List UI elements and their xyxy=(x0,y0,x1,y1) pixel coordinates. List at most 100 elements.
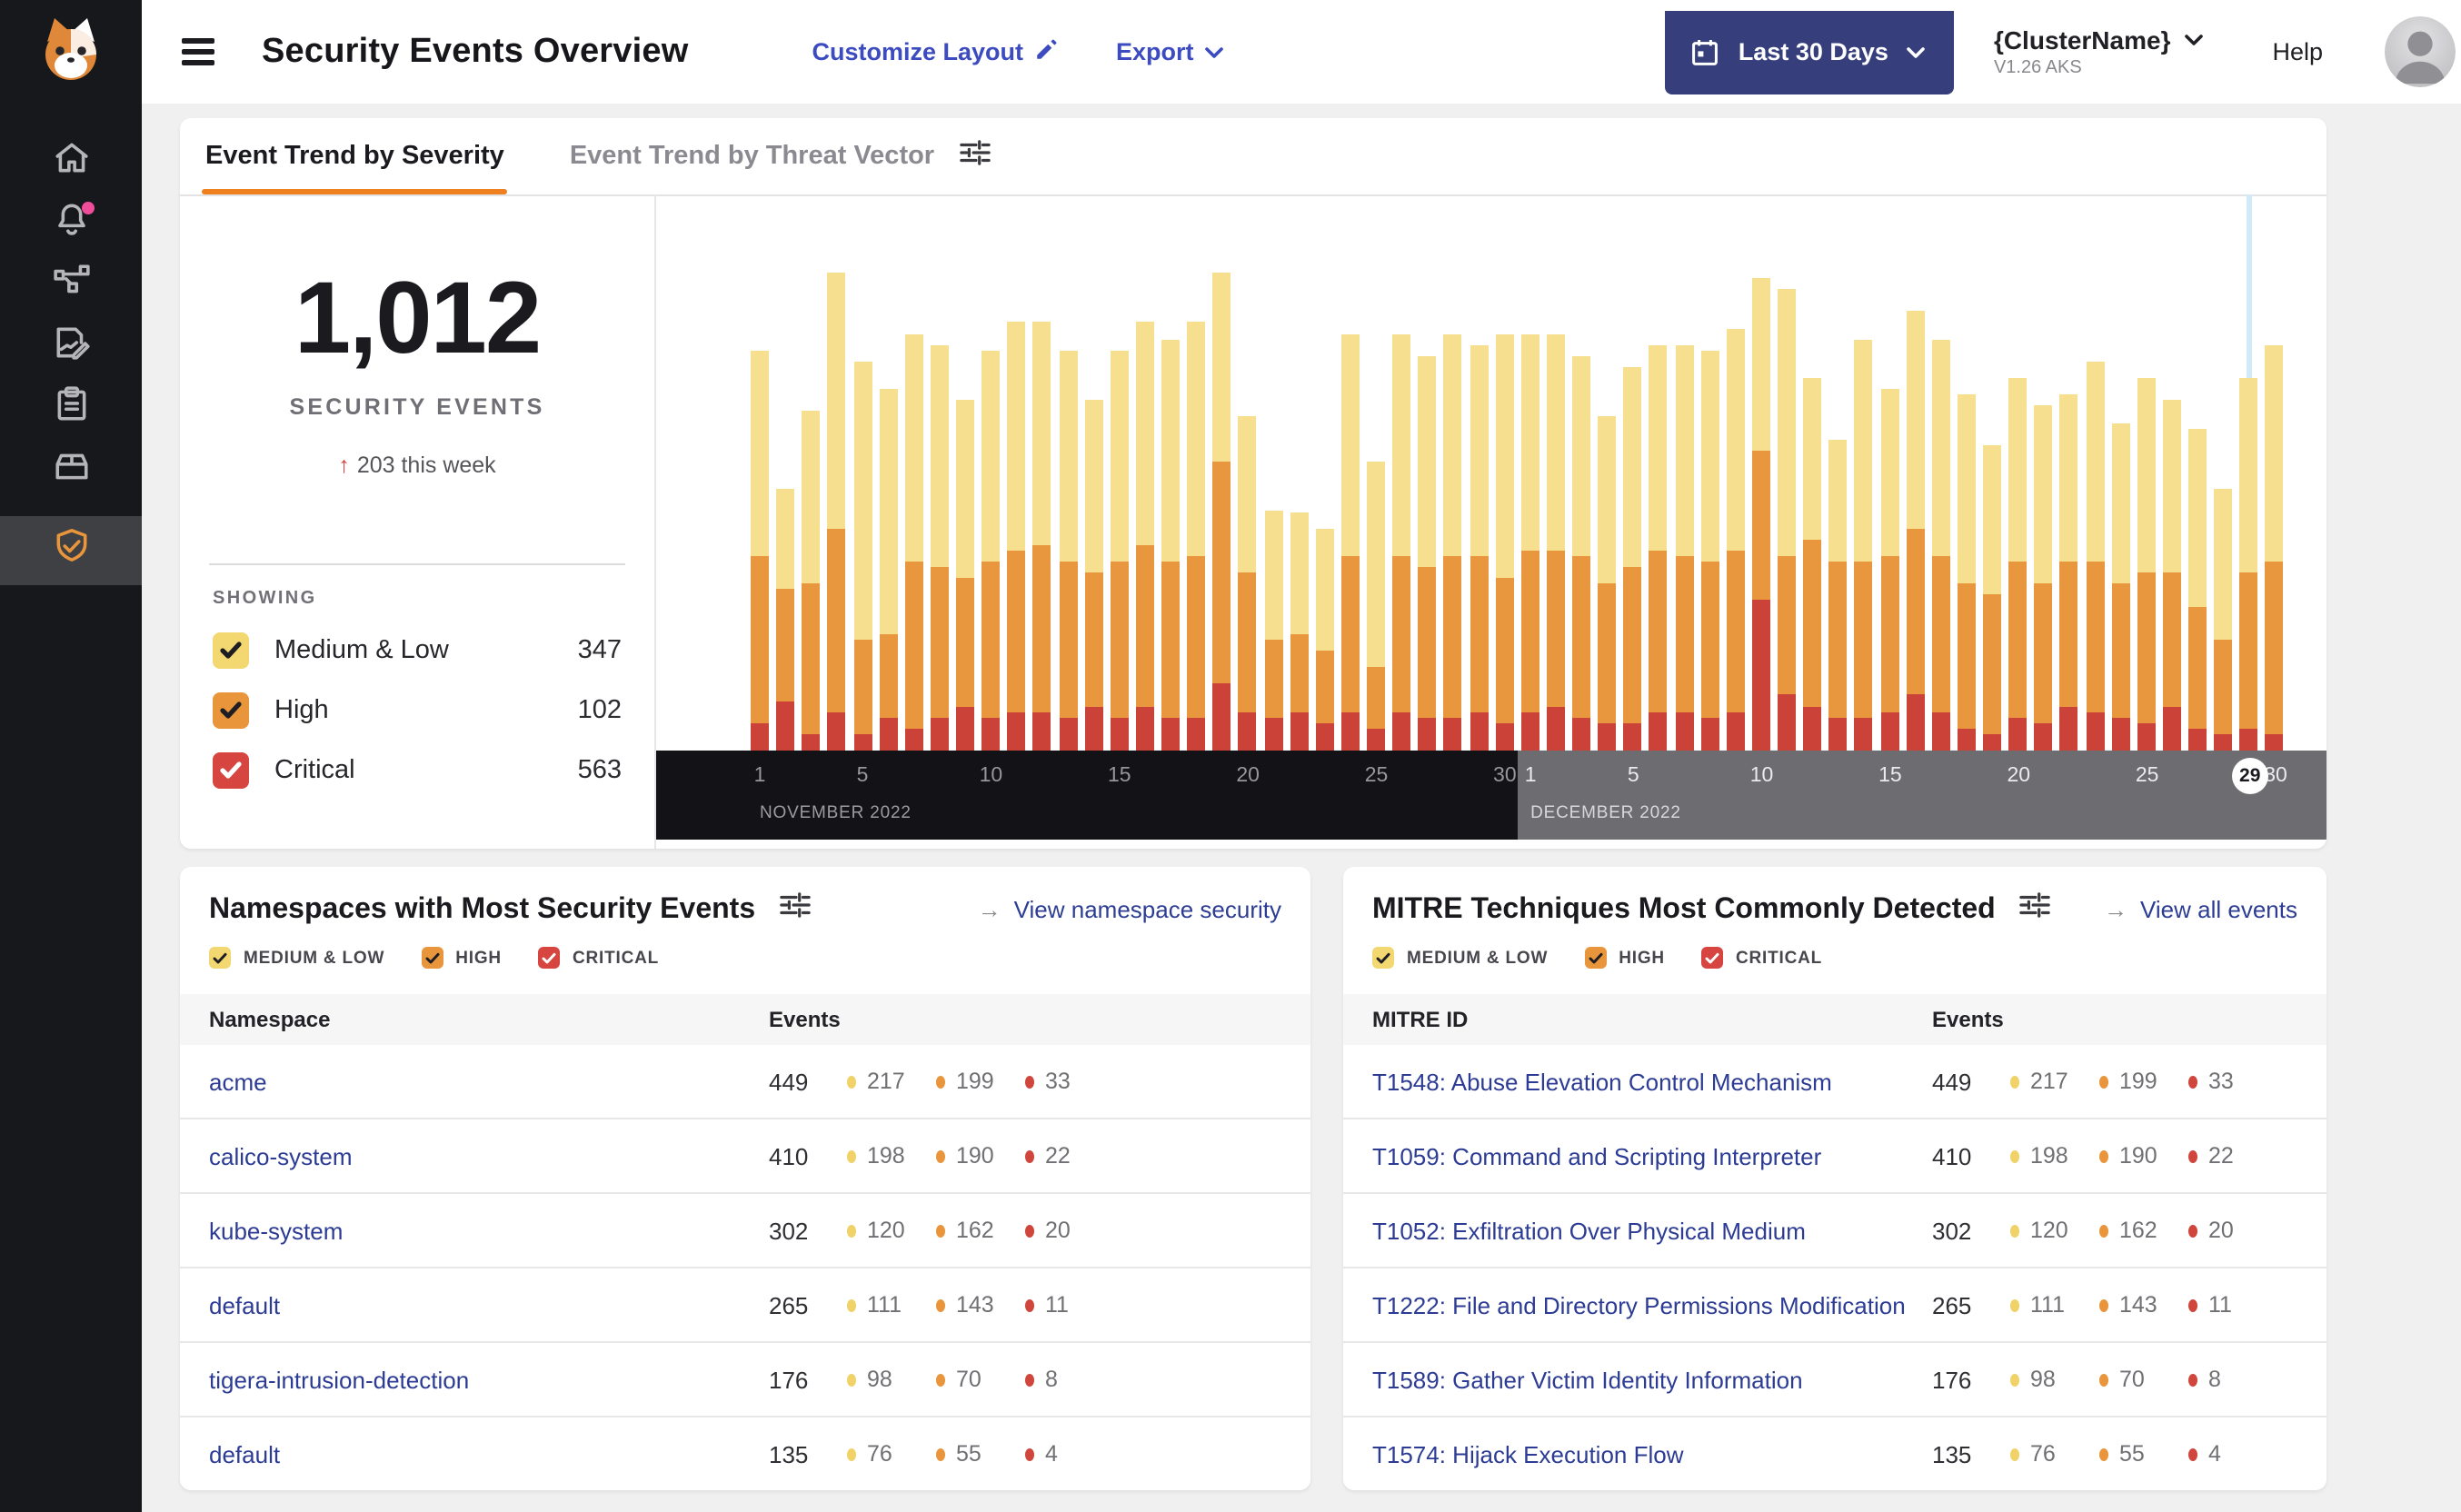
filter-checkbox[interactable] xyxy=(1372,947,1394,969)
mitre-technique-link[interactable]: T1222: File and Directory Permissions Mo… xyxy=(1372,1291,1906,1318)
stacked-bar[interactable] xyxy=(2111,423,2130,751)
hamburger-menu-icon[interactable] xyxy=(182,38,214,65)
stacked-bar[interactable] xyxy=(981,350,1001,751)
stacked-bar[interactable] xyxy=(2034,405,2053,751)
stacked-bar[interactable] xyxy=(1418,355,1437,751)
mitre-technique-link[interactable]: T1574: Hijack Execution Flow xyxy=(1372,1440,1684,1467)
filter-medium-low[interactable]: MEDIUM & LOW xyxy=(209,947,384,969)
stacked-bar[interactable] xyxy=(2265,344,2284,751)
namespace-link[interactable]: tigera-intrusion-detection xyxy=(209,1366,470,1393)
stacked-bar[interactable] xyxy=(1032,322,1051,751)
stacked-bar[interactable] xyxy=(853,361,872,751)
stacked-bar[interactable] xyxy=(1828,439,1848,751)
stacked-bar[interactable] xyxy=(1572,355,1590,751)
stacked-bar[interactable] xyxy=(1007,322,1026,751)
stacked-bar[interactable] xyxy=(1880,389,1898,751)
critical-checkbox[interactable] xyxy=(213,752,249,789)
chart-settings-button[interactable] xyxy=(960,139,991,174)
stacked-bar[interactable] xyxy=(1931,339,1950,751)
stacked-bar[interactable] xyxy=(1778,289,1796,751)
help-link[interactable]: Help xyxy=(2272,38,2323,65)
filter-high[interactable]: HIGH xyxy=(1584,947,1665,969)
namespace-link[interactable]: default xyxy=(209,1440,281,1467)
sidebar-item-home[interactable] xyxy=(0,131,142,193)
stacked-bar[interactable] xyxy=(2059,394,2078,751)
stacked-bar[interactable] xyxy=(1367,461,1385,751)
stacked-bar[interactable] xyxy=(930,344,949,751)
stacked-bar[interactable] xyxy=(2086,361,2104,751)
stacked-bar[interactable] xyxy=(1803,378,1822,751)
date-range-button[interactable]: Last 30 Days xyxy=(1665,10,1954,94)
sidebar-item-alerts[interactable] xyxy=(0,193,142,254)
stacked-bar[interactable] xyxy=(827,272,846,751)
stacked-bar[interactable] xyxy=(1983,444,2001,751)
stacked-bar[interactable] xyxy=(1495,333,1514,751)
stacked-bar[interactable] xyxy=(1290,512,1309,751)
view-all-events-link[interactable]: → View all events xyxy=(2104,896,2297,923)
namespace-link[interactable]: default xyxy=(209,1291,281,1318)
filter-checkbox[interactable] xyxy=(209,947,231,969)
stacked-bar[interactable] xyxy=(879,389,898,751)
namespace-link[interactable]: kube-system xyxy=(209,1217,344,1244)
user-avatar[interactable] xyxy=(2385,16,2456,87)
sidebar-item-service-graph[interactable] xyxy=(0,254,142,316)
stacked-bar[interactable] xyxy=(802,411,821,751)
stacked-bar[interactable] xyxy=(1135,322,1154,751)
stacked-bar[interactable] xyxy=(956,400,974,751)
stacked-bar[interactable] xyxy=(1470,344,1488,751)
stacked-bar[interactable] xyxy=(1546,333,1565,751)
stacked-bar[interactable] xyxy=(1649,344,1668,751)
stacked-bar[interactable] xyxy=(776,489,795,751)
stacked-bar[interactable] xyxy=(1906,311,1925,751)
filter-critical[interactable]: CRITICAL xyxy=(1700,947,1822,969)
stacked-bar[interactable] xyxy=(2188,428,2207,751)
stacked-bar[interactable] xyxy=(1957,394,1976,751)
namespace-link[interactable]: acme xyxy=(209,1068,267,1095)
mitre-technique-link[interactable]: T1548: Abuse Elevation Control Mechanism xyxy=(1372,1068,1832,1095)
sidebar-item-policies[interactable] xyxy=(0,316,142,378)
stacked-bar[interactable] xyxy=(1212,272,1231,751)
stacked-bar[interactable] xyxy=(1854,339,1873,751)
calico-cat-logo[interactable] xyxy=(35,15,107,87)
stacked-bar[interactable] xyxy=(1520,333,1539,751)
stacked-bar[interactable] xyxy=(1443,333,1462,751)
stacked-bar[interactable] xyxy=(2137,378,2156,751)
stacked-bar[interactable] xyxy=(1751,277,1770,751)
stacked-bar[interactable] xyxy=(1315,528,1334,751)
sidebar-item-compliance[interactable] xyxy=(0,378,142,440)
tab-event-trend-by-severity[interactable]: Event Trend by Severity xyxy=(202,118,509,194)
stacked-bar[interactable] xyxy=(2162,400,2181,751)
high-checkbox[interactable] xyxy=(213,692,249,729)
stacked-bar[interactable] xyxy=(1700,350,1719,751)
stacked-bar[interactable] xyxy=(1264,511,1282,751)
stacked-bar[interactable] xyxy=(1110,350,1129,751)
stacked-bar[interactable] xyxy=(2214,489,2233,751)
export-button[interactable]: Export xyxy=(1116,38,1223,65)
stacked-bar[interactable] xyxy=(1238,416,1257,751)
medium-low-checkbox[interactable] xyxy=(213,632,249,669)
sidebar-item-workloads[interactable] xyxy=(0,440,142,502)
namespace-link[interactable]: calico-system xyxy=(209,1142,353,1169)
filter-checkbox[interactable] xyxy=(1700,947,1723,969)
stacked-bar[interactable] xyxy=(1598,416,1617,751)
filter-critical[interactable]: CRITICAL xyxy=(537,947,659,969)
stacked-bar[interactable] xyxy=(1392,333,1411,751)
stacked-bar[interactable] xyxy=(1059,350,1077,751)
filter-checkbox[interactable] xyxy=(1584,947,1607,969)
mitre-technique-link[interactable]: T1052: Exfiltration Over Physical Medium xyxy=(1372,1217,1806,1244)
filter-medium-low[interactable]: MEDIUM & LOW xyxy=(1372,947,1548,969)
filter-checkbox[interactable] xyxy=(421,947,443,969)
customize-layout-button[interactable]: Customize Layout xyxy=(812,37,1059,66)
sidebar-item-threat-defense[interactable] xyxy=(0,516,142,585)
stacked-bar[interactable] xyxy=(1161,339,1180,751)
tab-event-trend-by-threat-vector[interactable]: Event Trend by Threat Vector xyxy=(569,142,935,171)
stacked-bar[interactable] xyxy=(1084,400,1103,751)
stacked-bar[interactable] xyxy=(1675,344,1693,751)
namespaces-settings-button[interactable] xyxy=(779,892,810,927)
mitre-technique-link[interactable]: T1589: Gather Victim Identity Informatio… xyxy=(1372,1366,1803,1393)
stacked-bar[interactable] xyxy=(904,333,923,751)
filter-checkbox[interactable] xyxy=(537,947,560,969)
stacked-bar[interactable] xyxy=(2239,378,2258,751)
filter-high[interactable]: HIGH xyxy=(421,947,502,969)
stacked-bar[interactable] xyxy=(1623,366,1642,751)
